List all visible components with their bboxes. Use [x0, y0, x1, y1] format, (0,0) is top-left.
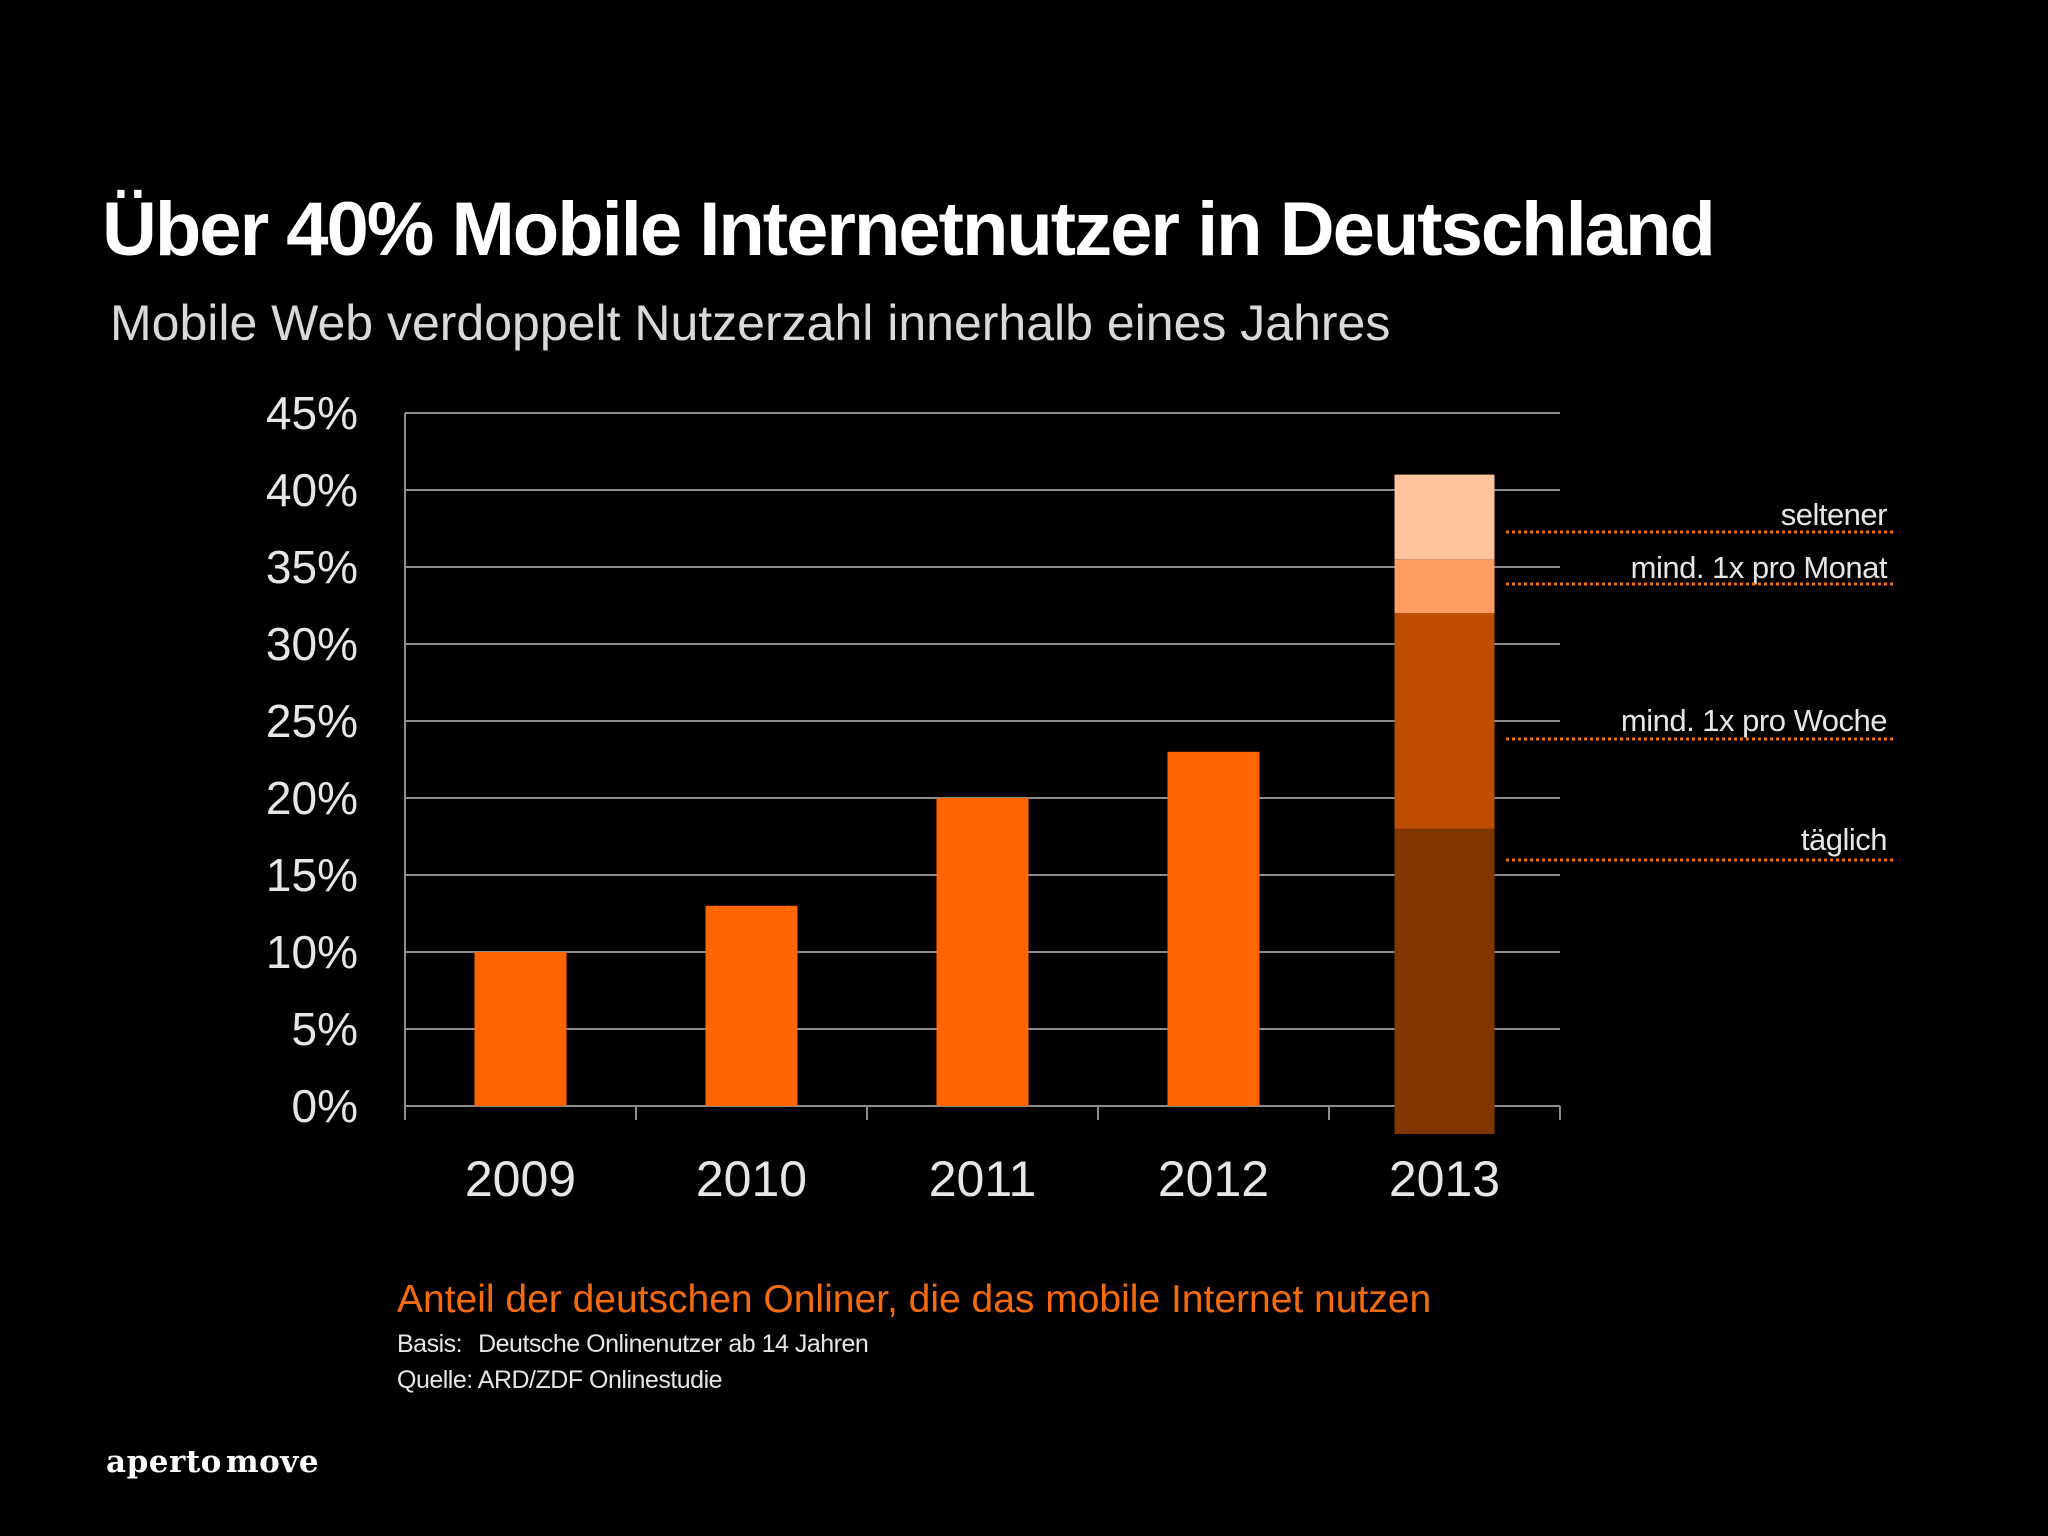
x-tick-label: 2010 [696, 1151, 807, 1207]
y-tick-label: 30% [266, 618, 358, 670]
brand-part1: aperto [106, 1444, 222, 1480]
bar-2011 [936, 798, 1029, 1106]
y-tick-label: 5% [292, 1003, 358, 1055]
legend-label: mind. 1x pro Monat [1631, 550, 1888, 585]
segment-seltener [1394, 474, 1495, 560]
segment-taeglich [1394, 828, 1495, 1134]
y-tick-label: 15% [266, 849, 358, 901]
segment-woche [1394, 613, 1495, 829]
chart-caption: Anteil der deutschen Onliner, die das mo… [397, 1278, 1432, 1321]
basis-text: Deutsche Onlinenutzer ab 14 Jahren [478, 1330, 869, 1358]
legend-label: seltener [1781, 497, 1887, 532]
page-subtitle: Mobile Web verdoppelt Nutzerzahl innerha… [110, 295, 1391, 351]
bar-2012 [1167, 751, 1260, 1106]
y-tick-label: 10% [266, 926, 358, 978]
basis-note: Basis: Deutsche Onlinenutzer ab 14 Jahren [397, 1330, 869, 1359]
basis-label: Basis: [397, 1330, 463, 1358]
brand-part2: move [225, 1444, 320, 1480]
y-tick-label: 25% [266, 695, 358, 747]
aperto-move-logo: aperto move [106, 1444, 319, 1480]
source-note: Quelle: ARD/ZDF Onlinestudie [397, 1366, 723, 1394]
y-tick-label: 40% [266, 464, 358, 516]
page-title: Über 40% Mobile Internetnutzer in Deutsc… [102, 187, 1716, 272]
legend-label: täglich [1801, 822, 1887, 857]
bar-2009 [474, 952, 567, 1106]
x-tick-label: 2009 [465, 1151, 576, 1207]
segment-monat [1394, 559, 1495, 614]
x-tick-label: 2011 [929, 1151, 1037, 1207]
y-tick-label: 35% [266, 541, 358, 593]
y-tick-label: 20% [266, 772, 358, 824]
legend-label: mind. 1x pro Woche [1621, 703, 1887, 738]
x-tick-label: 2013 [1389, 1151, 1500, 1207]
y-tick-label: 45% [266, 387, 358, 439]
x-tick-label: 2012 [1158, 1151, 1269, 1207]
bar-2010 [705, 905, 798, 1106]
y-tick-label: 0% [292, 1080, 358, 1132]
